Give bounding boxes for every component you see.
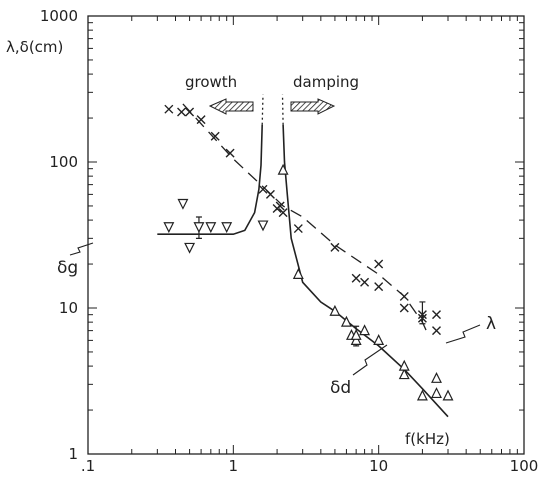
delta-d-point <box>398 359 410 371</box>
delta-d-point <box>359 324 371 336</box>
fit-line <box>157 124 263 235</box>
data-markers <box>163 104 454 401</box>
delta-d-point <box>277 163 289 175</box>
lambda-point <box>330 242 340 252</box>
lambda-point <box>417 310 427 320</box>
lambda-point <box>351 273 361 283</box>
y-tick-label: 1000 <box>40 7 78 25</box>
delta-d-label: δd <box>330 378 351 398</box>
lambda-point <box>196 115 206 125</box>
lambda-point <box>374 259 384 269</box>
delta-g-leader <box>69 242 94 256</box>
y-tick-label: 10 <box>59 299 78 317</box>
delta-d-point <box>329 304 341 316</box>
axis-ticks <box>87 16 524 455</box>
lambda-point <box>417 313 427 323</box>
delta-g-point <box>193 222 205 234</box>
delta-d-point <box>416 389 428 401</box>
lambda-point <box>225 148 235 158</box>
growth-label: growth <box>185 73 237 91</box>
delta-d-point <box>340 315 352 327</box>
fit-line <box>282 124 449 418</box>
x-tick-label: .1 <box>81 457 95 475</box>
y-tick-label: 100 <box>49 153 78 171</box>
x-tick-label: 1 <box>229 457 239 475</box>
plot-frame <box>87 15 525 455</box>
delta-d-point <box>373 334 385 345</box>
delta-d-point <box>431 371 442 383</box>
lambda-point <box>185 107 195 117</box>
fit-line <box>261 94 264 125</box>
y-tick-label: 1 <box>68 445 78 463</box>
delta-g-point <box>184 242 196 254</box>
delta-g-label: δg <box>57 258 78 278</box>
delta-g-point <box>163 222 175 234</box>
delta-d-point <box>431 387 442 399</box>
lambda-leader <box>445 324 481 344</box>
lambda-point <box>265 189 275 199</box>
fit-lines <box>157 94 449 418</box>
x-tick-label: 100 <box>510 457 539 475</box>
delta-d-leader <box>352 344 388 376</box>
lambda-point <box>278 208 288 218</box>
lambda-label: λ <box>486 314 496 334</box>
lambda-point <box>164 104 174 114</box>
y-axis-label: λ,δ(cm) <box>6 38 63 56</box>
damping-label: damping <box>293 73 359 91</box>
delta-g-point <box>257 220 269 232</box>
delta-d-point <box>292 268 304 279</box>
delta-g-point <box>205 222 217 234</box>
lambda-point <box>177 107 187 117</box>
error-bars <box>195 216 426 347</box>
delta-g-point <box>221 222 233 234</box>
delta-d-point <box>350 328 362 340</box>
lambda-point <box>399 291 409 301</box>
delta-d-point <box>398 368 410 380</box>
damping-arrow <box>290 98 336 115</box>
delta-g-point <box>177 198 189 210</box>
lambda-point <box>432 310 441 320</box>
lambda-point <box>432 326 441 336</box>
lambda-point <box>399 303 409 313</box>
x-tick-label: 10 <box>369 457 388 475</box>
growth-arrow <box>208 98 254 115</box>
lambda-point <box>374 282 384 292</box>
lambda-point <box>210 131 220 141</box>
lambda-point <box>275 201 285 211</box>
lambda-point <box>293 224 303 234</box>
delta-d-point <box>442 389 454 401</box>
x-axis-label: f(kHz) <box>405 430 450 448</box>
fit-line <box>281 94 284 125</box>
fit-line <box>182 103 429 336</box>
lambda-point <box>258 184 268 194</box>
error-bar <box>419 301 426 325</box>
lambda-point <box>360 277 370 287</box>
